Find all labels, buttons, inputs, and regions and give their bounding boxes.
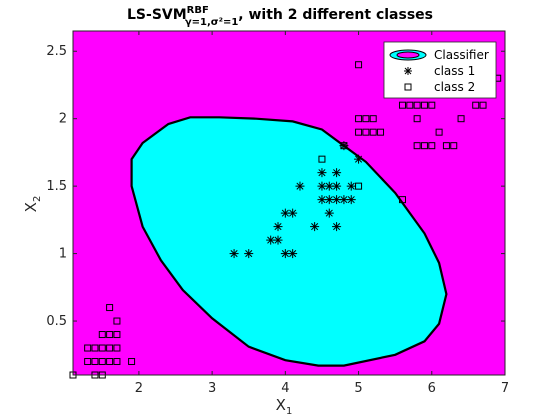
class2-point [106, 304, 114, 312]
class1-point [354, 154, 364, 164]
class2-point [398, 196, 406, 204]
class1-point [273, 235, 283, 245]
class2-point [106, 331, 114, 339]
class2-point [472, 101, 480, 109]
title-superscript: RBF [187, 5, 209, 16]
class2-point [369, 115, 377, 123]
class2-point [355, 115, 363, 123]
class2-point [106, 344, 114, 352]
legend-label-class2: class 2 [434, 80, 475, 94]
x-tick-label: 7 [501, 381, 509, 396]
class1-point [346, 181, 356, 191]
y-tick-label: 2 [59, 112, 67, 127]
title-subscript: γ=1,σ²=1 [185, 17, 238, 28]
x-tick-label: 5 [354, 381, 362, 396]
class2-point [406, 101, 414, 109]
class2-point [362, 115, 370, 123]
y-tick-label: 1.5 [46, 179, 67, 194]
class2-point [377, 128, 385, 136]
class2-point [340, 142, 348, 150]
class1-point [346, 195, 356, 205]
x-tick-labels: 2 3 4 5 6 7 [135, 381, 509, 396]
y-tick-labels: 0.5 1 1.5 2 2.5 [46, 44, 67, 329]
title-main: LS-SVM [127, 7, 187, 23]
classifier-region [130, 116, 448, 367]
class2-point [84, 358, 92, 366]
class2-point [113, 317, 121, 325]
class2-point [84, 344, 92, 352]
legend-square-icon [404, 83, 412, 91]
axis-ticks [73, 31, 506, 375]
class2-point [442, 142, 450, 150]
legend-label-classifier: Classifier [434, 48, 489, 62]
y-tick-label: 2.5 [46, 44, 67, 59]
x-axis-label: X1 [276, 396, 293, 417]
class2-point [98, 344, 106, 352]
class2-point [413, 115, 421, 123]
x-tick-label: 4 [281, 381, 289, 396]
class2-point [413, 142, 421, 150]
y-tick-label: 0.5 [46, 314, 67, 329]
class2-point [428, 101, 436, 109]
class1-point [332, 181, 342, 191]
class2-point [435, 128, 443, 136]
legend: Classifier class 1 class 2 [383, 41, 497, 99]
class2-point [91, 344, 99, 352]
class2-point [428, 142, 436, 150]
class2-point [113, 358, 121, 366]
class2-point [479, 101, 487, 109]
class2-point [450, 142, 458, 150]
class2-point [106, 358, 114, 366]
class1-point [317, 168, 327, 178]
class2-point [420, 101, 428, 109]
class2-point [420, 142, 428, 150]
class2-point [98, 358, 106, 366]
class2-point [318, 155, 326, 163]
y-axis-label: X2 [22, 196, 43, 213]
legend-label-class1: class 1 [434, 64, 475, 78]
class2-point [355, 128, 363, 136]
class1-point [324, 181, 334, 191]
class1-point [273, 222, 283, 232]
class1-point [229, 249, 239, 259]
class2-point [355, 61, 363, 69]
legend-asterisk-icon [404, 67, 412, 75]
title-rest: , with 2 different classes [238, 7, 433, 23]
legend-classifier-icon [389, 49, 427, 61]
class1-point [310, 222, 320, 232]
class1-point [324, 208, 334, 218]
class1-point [244, 249, 254, 259]
class1-point [332, 222, 342, 232]
x-tick-label: 3 [208, 381, 216, 396]
class2-point [98, 331, 106, 339]
class1-point [288, 208, 298, 218]
x-tick-label: 6 [428, 381, 436, 396]
class1-point [288, 249, 298, 259]
class2-point [413, 101, 421, 109]
class2-point [113, 344, 121, 352]
class2-point [91, 358, 99, 366]
class2-point [369, 128, 377, 136]
x-tick-label: 2 [135, 381, 143, 396]
class2-point [355, 182, 363, 190]
class2-point [457, 115, 465, 123]
class2-point [113, 331, 121, 339]
class2-point [128, 358, 136, 366]
class1-point [332, 168, 342, 178]
y-tick-label: 1 [59, 247, 67, 262]
axes-box [72, 30, 506, 376]
class2-point [398, 101, 406, 109]
class1-point [295, 181, 305, 191]
chart-title: LS-SVMRBF γ=1,σ²=1, with 2 different clas… [127, 5, 433, 28]
class2-point [362, 128, 370, 136]
